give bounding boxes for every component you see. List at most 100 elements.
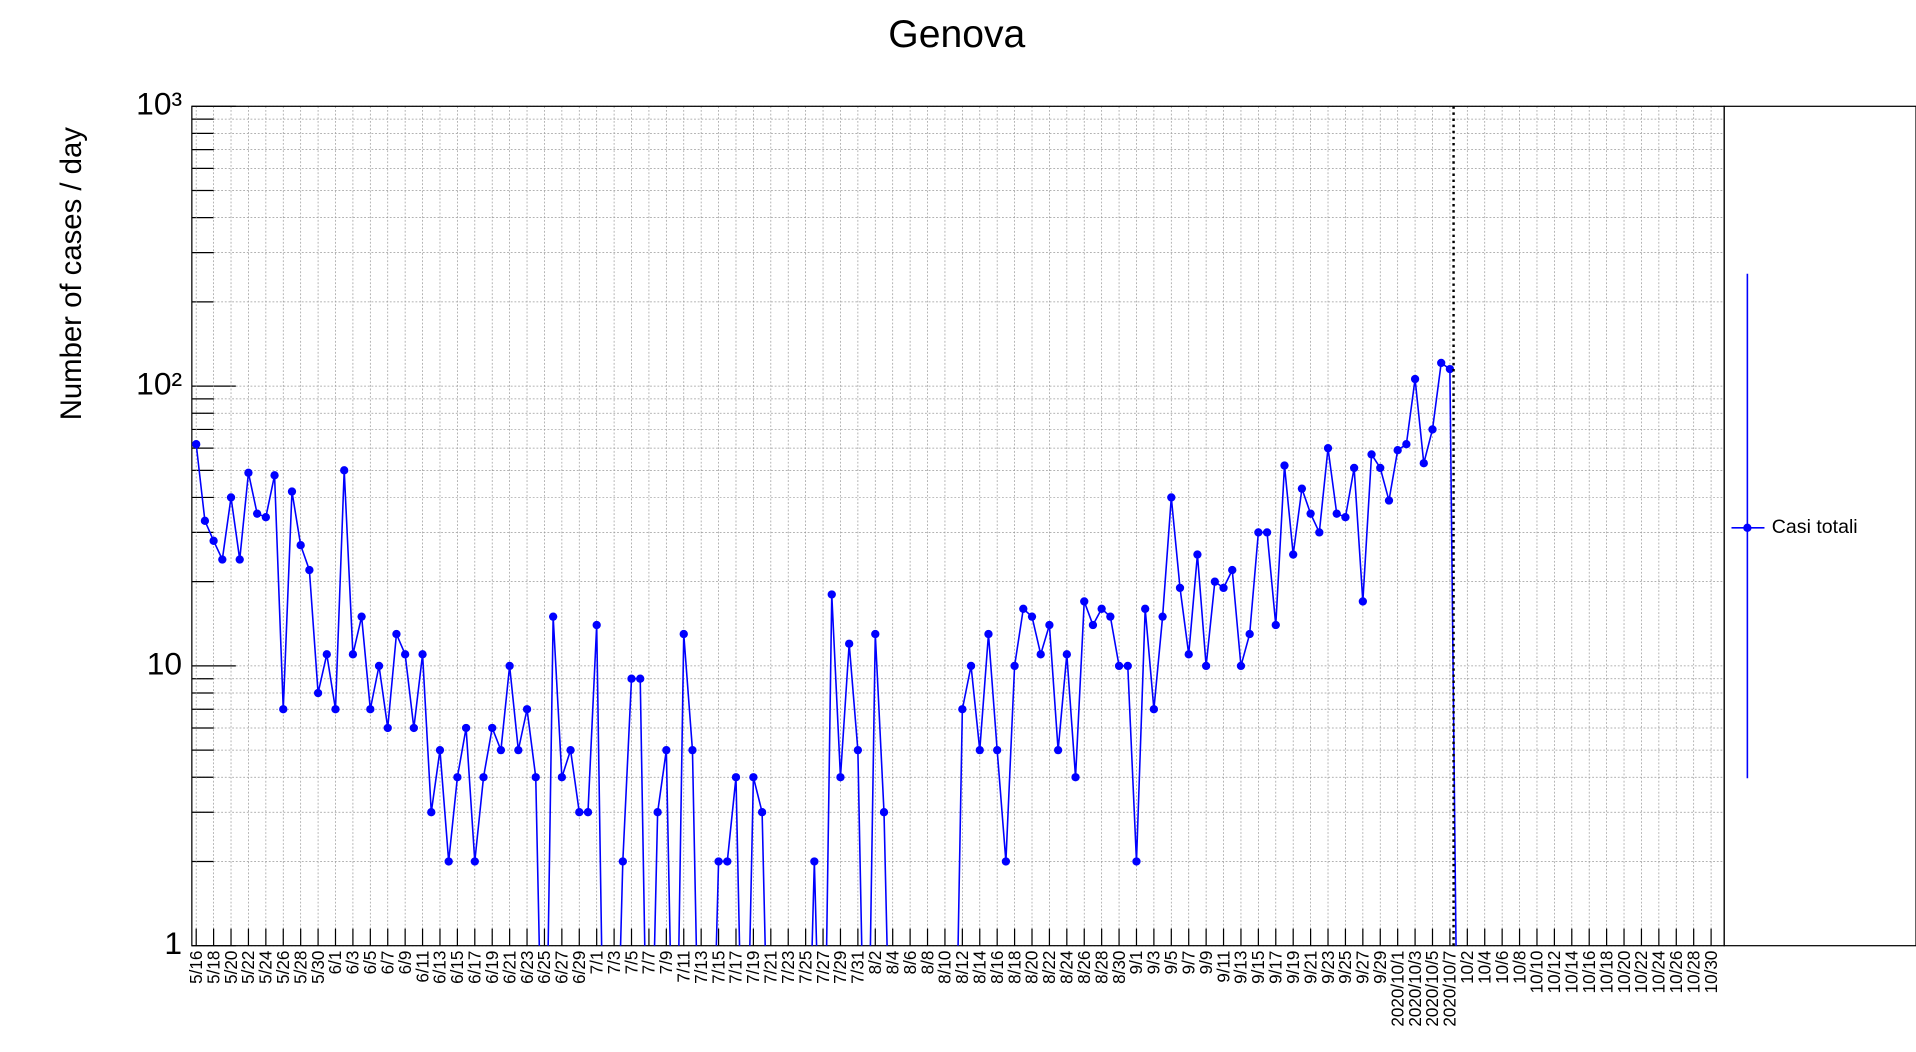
data-point	[418, 650, 427, 659]
x-tick-label: 10/26	[1667, 951, 1686, 994]
x-tick-label: 9/23	[1319, 951, 1338, 984]
data-point	[1219, 583, 1228, 593]
data-point	[279, 705, 288, 714]
data-point	[984, 629, 993, 639]
data-point	[1297, 484, 1307, 493]
data-point	[627, 674, 636, 683]
data-point	[1149, 705, 1159, 714]
data-point	[522, 705, 532, 714]
data-point	[557, 773, 567, 782]
data-point	[1280, 461, 1289, 470]
data-point	[1167, 493, 1176, 502]
data-point	[252, 509, 262, 518]
x-tick-label: 7/9	[657, 951, 676, 975]
x-tick-label: 10/22	[1632, 951, 1651, 994]
data-point	[1358, 597, 1367, 606]
x-tick-label: 7/21	[762, 951, 781, 984]
data-point	[1071, 773, 1080, 782]
x-tick-label: 5/20	[222, 951, 241, 984]
data-point	[444, 857, 453, 866]
x-tick-label: 6/7	[378, 951, 397, 975]
x-tick-label: 6/1	[326, 951, 345, 975]
x-tick-label: 10/2	[1458, 951, 1477, 984]
data-point	[583, 808, 593, 817]
legend-label: Casi totali	[1772, 516, 1858, 538]
data-point	[1184, 650, 1193, 659]
data-point	[305, 565, 314, 575]
x-tick-label: 6/19	[483, 951, 502, 984]
data-point	[662, 745, 671, 755]
x-tick-label: 5/24	[257, 951, 276, 984]
data-point	[1201, 661, 1211, 671]
data-point	[287, 487, 297, 496]
data-point	[235, 555, 244, 564]
x-tick-label: 6/29	[570, 951, 589, 984]
series-line	[195, 361, 1457, 946]
data-point	[688, 745, 697, 755]
data-point	[958, 705, 967, 714]
data-point	[749, 773, 758, 782]
data-point	[409, 723, 419, 733]
data-point	[1210, 577, 1219, 586]
data-point	[1402, 440, 1411, 449]
data-point	[479, 773, 488, 782]
x-tick-label: 10/6	[1493, 951, 1512, 984]
data-point	[845, 639, 854, 648]
data-point	[1193, 550, 1202, 559]
x-tick-label: 6/21	[500, 951, 519, 984]
data-point	[1045, 620, 1054, 630]
x-tick-label: 9/17	[1267, 951, 1286, 984]
data-point	[453, 773, 462, 782]
x-tick-label: 9/25	[1336, 951, 1355, 984]
x-tick-label: 7/5	[622, 951, 641, 975]
data-point	[1141, 604, 1150, 613]
x-tick-label: 6/15	[448, 951, 467, 984]
data-point	[1349, 463, 1359, 473]
data-point	[1088, 620, 1098, 630]
data-point	[1289, 550, 1298, 559]
data-point	[270, 471, 279, 480]
data-point	[1027, 612, 1037, 621]
x-tick-label: 10/18	[1597, 951, 1616, 994]
x-tick-label: 7/1	[587, 951, 606, 975]
x-tick-label: 10/28	[1684, 951, 1703, 994]
x-tick-label: 5/18	[204, 951, 223, 984]
data-point	[1332, 509, 1341, 518]
x-tick-label: 7/27	[814, 951, 833, 984]
x-tick-label: 10/20	[1615, 951, 1634, 994]
x-tick-label: 8/30	[1110, 951, 1129, 984]
data-point	[723, 857, 732, 866]
data-point	[531, 773, 540, 782]
data-point	[366, 705, 375, 714]
data-point	[1367, 450, 1376, 459]
x-tick-label: 7/13	[692, 951, 711, 984]
x-tick-label: 6/27	[553, 951, 572, 984]
data-point	[514, 745, 523, 755]
legend-marker	[1743, 523, 1752, 532]
data-point	[209, 536, 218, 545]
data-point	[653, 808, 662, 817]
data-point	[1053, 745, 1063, 755]
x-tick-label: 8/12	[953, 951, 972, 984]
x-tick-label: 9/1	[1127, 951, 1146, 975]
data-point	[427, 808, 436, 817]
x-tick-label: 10/24	[1650, 951, 1669, 994]
x-tick-label: 5/16	[187, 951, 206, 984]
data-point	[1410, 374, 1420, 384]
x-tick-label: 2020/10/7	[1441, 951, 1460, 1027]
data-point	[313, 688, 323, 698]
data-point	[1384, 496, 1394, 505]
data-point	[200, 516, 210, 525]
data-point	[340, 466, 349, 475]
data-point	[1445, 364, 1455, 374]
data-point	[1062, 650, 1071, 659]
x-tick-label: 7/17	[727, 951, 746, 984]
x-tick-label: 5/30	[309, 951, 328, 984]
x-tick-label: 8/26	[1075, 951, 1094, 984]
data-point	[836, 773, 845, 782]
x-tick-label: 9/13	[1232, 951, 1251, 984]
x-tick-label: 10/14	[1563, 951, 1582, 994]
x-tick-label: 9/29	[1371, 951, 1390, 984]
x-tick-label: 10/4	[1475, 951, 1494, 984]
